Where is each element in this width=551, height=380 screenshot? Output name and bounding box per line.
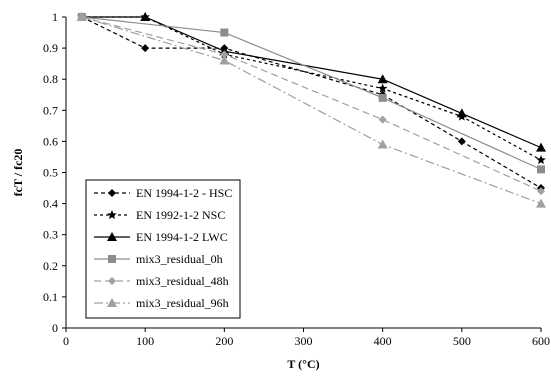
series-1 <box>77 13 545 193</box>
x-tick-label: 400 <box>374 334 392 348</box>
series-line <box>81 16 542 189</box>
y-axis-label: fcT / fc20 <box>11 149 25 197</box>
y-tick-label: 0.2 <box>43 259 58 273</box>
legend-label: mix3_residual_0h <box>136 252 223 266</box>
y-tick-label: 0.1 <box>43 290 58 304</box>
y-tick-label: 1 <box>52 10 58 24</box>
data-point <box>220 50 229 59</box>
legend-label: EN 1994-1-2 - HSC <box>136 186 232 200</box>
legend-marker <box>108 277 116 285</box>
series-line <box>81 16 542 205</box>
y-tick-label: 0.4 <box>43 197 58 211</box>
legend-marker <box>108 189 116 197</box>
legend-box <box>85 179 241 319</box>
legend-marker <box>107 232 117 241</box>
y-tick-label: 0.5 <box>43 166 58 180</box>
y-tick-label: 0.7 <box>43 103 58 117</box>
y-tick-label: 0.8 <box>43 72 58 86</box>
x-axis-label: T (°C) <box>287 357 319 371</box>
data-point <box>220 28 229 37</box>
series-3 <box>76 12 546 152</box>
data-point <box>140 12 151 21</box>
data-point <box>456 108 467 118</box>
series-line <box>81 16 542 149</box>
data-point <box>76 12 87 21</box>
legend: EN 1994-1-2 - HSC EN 1992-1-2 NSC EN 1994-… <box>85 179 241 319</box>
series-5 <box>77 13 545 196</box>
x-tick-label: 200 <box>215 334 233 348</box>
data-point <box>536 198 546 208</box>
legend-label: EN 1992-1-2 NSC <box>136 208 225 222</box>
series-2 <box>77 12 546 165</box>
legend-marker <box>107 298 117 307</box>
data-point <box>536 155 546 165</box>
legend-label: mix3_residual_48h <box>136 274 229 288</box>
x-tick-label: 300 <box>295 334 313 348</box>
x-tick-label: 500 <box>453 334 471 348</box>
tick-labels: 0 100 200 300 400 500 600 0 0.1 0.2 0.3 0.4 0.5 0.6 0.… <box>43 10 550 348</box>
data-point <box>457 137 466 146</box>
y-tick-label: 0.6 <box>43 134 58 148</box>
series-line <box>81 16 542 192</box>
data-point <box>378 93 387 102</box>
legend-label: EN 1994-1-2 LWC <box>136 230 228 244</box>
data-point <box>377 139 388 149</box>
x-tick-label: 100 <box>136 334 154 348</box>
data-point <box>378 115 387 124</box>
legend-marker <box>108 255 116 263</box>
x-tick-label: 600 <box>532 334 550 348</box>
y-tick-label: 0.9 <box>43 41 58 55</box>
legend-label: mix3_residual_96h <box>136 296 229 310</box>
series-6 <box>76 12 546 208</box>
y-tick-label: 0 <box>52 321 58 335</box>
data-point <box>536 142 546 152</box>
data-point <box>141 44 150 53</box>
data-point <box>219 55 230 65</box>
y-tick-label: 0.3 <box>43 228 58 242</box>
data-point <box>377 74 388 84</box>
series-layer <box>76 12 546 208</box>
legend-marker <box>107 210 117 220</box>
data-point <box>537 165 545 174</box>
x-tick-label: 0 <box>63 334 69 348</box>
series-line <box>81 16 542 170</box>
data-point <box>537 187 545 196</box>
data-point <box>377 83 388 93</box>
